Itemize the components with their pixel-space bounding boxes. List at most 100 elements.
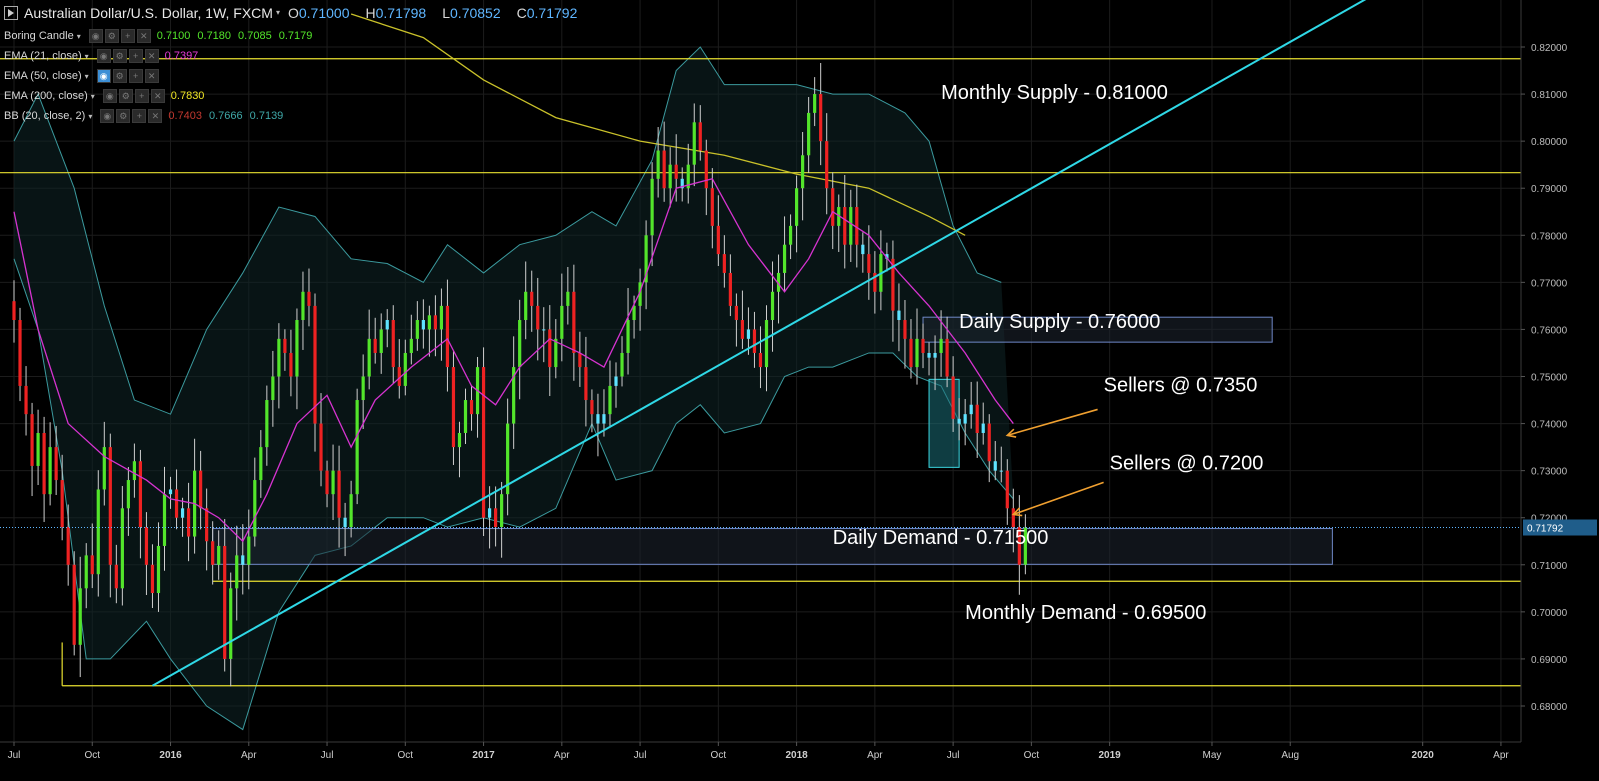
chevron-down-icon[interactable]: ▾ <box>275 8 280 17</box>
close-icon[interactable]: ✕ <box>150 89 165 103</box>
candle-body <box>487 508 492 518</box>
candle-body <box>650 178 654 236</box>
candle-body <box>162 494 167 546</box>
candle-body <box>770 291 775 321</box>
eye-icon[interactable]: ◉ <box>96 49 111 63</box>
candle-body <box>873 272 877 292</box>
indicator-row[interactable]: EMA (200, close) ▾ ◉ ⚙ + ✕ 0.7830 <box>4 86 593 106</box>
indicator-label[interactable]: EMA (50, close) ▾ <box>4 69 89 82</box>
candle-body <box>524 291 528 321</box>
gear-icon[interactable]: ⚙ <box>104 29 119 43</box>
eye-icon[interactable]: ◉ <box>100 109 115 123</box>
time-axis-bg <box>0 742 1599 781</box>
candle-body <box>36 432 40 466</box>
candle-body <box>409 338 413 353</box>
plus-icon[interactable]: + <box>128 49 143 63</box>
plus-icon[interactable]: + <box>128 69 143 83</box>
candle-body <box>361 376 365 401</box>
indicator-row[interactable]: BB (20, close, 2) ▾ ◉ ⚙ + ✕ 0.7403 0.7666 0.7139 <box>4 106 593 126</box>
candle-body <box>337 470 341 518</box>
plus-icon[interactable]: + <box>132 109 147 123</box>
gear-icon[interactable]: ⚙ <box>118 89 133 103</box>
chevron-down-icon[interactable]: ▾ <box>84 71 89 81</box>
y-tick-label: 0.77000 <box>1531 278 1568 289</box>
candle-body <box>451 367 456 448</box>
candle-body <box>186 508 191 537</box>
y-tick-label: 0.70000 <box>1531 608 1568 619</box>
candle-body <box>439 305 444 330</box>
symbol-title: Australian Dollar/U.S. Dollar, 1W, FXCM <box>24 5 273 21</box>
candle-body <box>638 282 642 306</box>
candle-body <box>84 555 88 589</box>
chevron-down-icon[interactable]: ▾ <box>88 111 93 121</box>
candle-body <box>764 320 769 368</box>
price-axis-bg <box>1521 0 1599 781</box>
indicator-row[interactable]: Boring Candle ▾ ◉ ⚙ + ✕ 0.7100 0.7180 0.7085 0.71… <box>4 26 593 46</box>
indicator-row[interactable]: EMA (50, close) ▾ ◉ ⚙ + ✕ <box>4 66 593 86</box>
candle-body <box>150 564 155 594</box>
eye-icon[interactable]: ◉ <box>96 69 111 83</box>
x-tick-label: 2020 <box>1412 750 1435 761</box>
x-tick-label: Jul <box>947 750 960 761</box>
candle-body <box>536 305 540 330</box>
indicator-label[interactable]: EMA (21, close) ▾ <box>4 49 89 62</box>
close-icon[interactable]: ✕ <box>144 69 159 83</box>
ohlc-c: C0.71792 <box>516 5 578 21</box>
close-icon[interactable]: ✕ <box>148 109 163 123</box>
plus-icon[interactable]: + <box>134 89 149 103</box>
x-tick-label: 2017 <box>472 750 495 761</box>
chevron-down-icon[interactable]: ▾ <box>84 51 89 61</box>
candle-body <box>891 258 895 311</box>
x-tick-label: Oct <box>84 750 100 761</box>
annotation-label: Daily Supply - 0.76000 <box>959 311 1160 333</box>
indicator-label[interactable]: EMA (200, close) ▾ <box>4 89 95 102</box>
candle-body <box>42 432 46 495</box>
candle-body <box>795 188 799 226</box>
close-icon[interactable]: ✕ <box>144 49 159 63</box>
eye-icon[interactable]: ◉ <box>102 89 117 103</box>
candle-body <box>126 480 130 509</box>
candle-body <box>734 305 738 321</box>
chevron-down-icon[interactable]: ▾ <box>90 91 95 101</box>
y-tick-label: 0.72000 <box>1531 514 1568 525</box>
candle-body <box>596 414 600 424</box>
candle-body <box>1023 527 1027 565</box>
candle-body <box>867 254 871 273</box>
gear-icon[interactable]: ⚙ <box>116 109 131 123</box>
candle-body <box>957 418 961 424</box>
candle-body <box>897 310 901 321</box>
candle-body <box>271 376 275 401</box>
daily-supply-zone <box>922 316 1273 343</box>
indicator-row[interactable]: EMA (21, close) ▾ ◉ ⚙ + ✕ 0.7397 <box>4 46 593 66</box>
gear-icon[interactable]: ⚙ <box>112 69 127 83</box>
x-tick-label: 2016 <box>159 750 182 761</box>
close-icon[interactable]: ✕ <box>136 29 151 43</box>
candle-body <box>722 254 726 273</box>
eye-icon[interactable]: ◉ <box>88 29 103 43</box>
collapse-icon[interactable] <box>4 6 18 20</box>
candle-body <box>668 164 672 189</box>
gear-icon[interactable]: ⚙ <box>112 49 127 63</box>
chevron-down-icon[interactable]: ▾ <box>76 31 81 41</box>
plus-icon[interactable]: + <box>120 29 135 43</box>
candle-body <box>397 367 401 386</box>
candle-body <box>60 480 64 528</box>
indicator-label[interactable]: Boring Candle ▾ <box>4 29 81 42</box>
candle-body <box>253 480 257 537</box>
indicator-value: 0.7085 <box>238 30 272 42</box>
indicator-label[interactable]: BB (20, close, 2) ▾ <box>4 109 93 122</box>
candle-body <box>999 470 1003 472</box>
candle-body <box>307 291 311 306</box>
arrow-head <box>1005 428 1017 438</box>
candle-body <box>265 400 269 448</box>
candle-body <box>174 489 179 518</box>
candle-body <box>90 555 94 575</box>
symbol-header[interactable]: Australian Dollar/U.S. Dollar, 1W, FXCM … <box>4 0 593 26</box>
candle-body <box>494 508 498 528</box>
candle-body <box>716 225 720 255</box>
x-tick-label: Oct <box>1024 750 1040 761</box>
x-tick-label: Oct <box>398 750 414 761</box>
candle-body <box>855 207 859 245</box>
indicator-value: 0.7179 <box>278 30 313 42</box>
